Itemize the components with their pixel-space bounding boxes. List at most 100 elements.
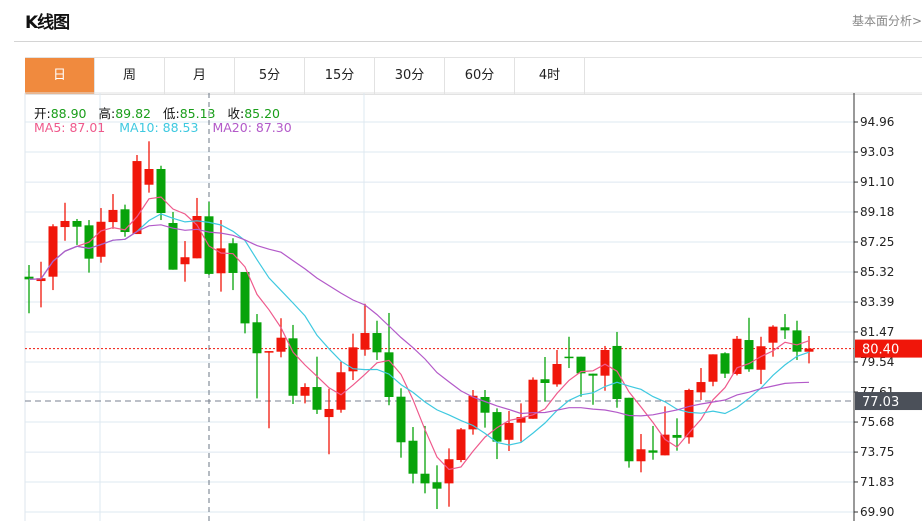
candle-body — [468, 395, 478, 430]
ma-readout: MA5: 87.01 MA10: 88.53 MA20: 87.30 — [34, 120, 302, 135]
candle — [792, 320, 802, 360]
candle — [336, 361, 346, 413]
ma20-value: MA20: 87.30 — [212, 120, 292, 135]
candle-body — [648, 450, 658, 453]
candle — [732, 335, 742, 376]
candle-body — [264, 351, 274, 353]
tab-4hour[interactable]: 4时 — [515, 58, 585, 94]
candle — [216, 220, 226, 292]
candle-body — [624, 397, 634, 462]
open-label: 开: — [34, 106, 51, 121]
candle — [252, 314, 262, 399]
candle — [240, 272, 250, 334]
candle-body — [732, 338, 742, 374]
candle-body — [480, 396, 490, 413]
tab-15min[interactable]: 15分 — [305, 58, 375, 94]
tab-day[interactable]: 日 — [25, 58, 95, 94]
y-tick-label: 85.32 — [860, 265, 894, 279]
y-tick-label: 89.18 — [860, 205, 894, 219]
candle-body — [528, 379, 538, 419]
candle — [744, 317, 754, 372]
candle — [108, 194, 118, 229]
candle — [204, 201, 214, 275]
fundamental-analysis-link[interactable]: 基本面分析> — [851, 14, 922, 28]
candle-body — [108, 209, 118, 223]
candle-body — [336, 372, 346, 410]
candle-body — [396, 396, 406, 443]
candle — [72, 218, 82, 245]
tab-60min[interactable]: 60分 — [445, 58, 515, 94]
y-tick-label: 87.25 — [860, 235, 894, 249]
candle-body — [300, 387, 310, 396]
candle — [444, 448, 454, 507]
candle — [552, 349, 562, 387]
candle-body — [588, 373, 598, 376]
candle — [720, 352, 730, 379]
candle — [684, 388, 694, 444]
candle — [408, 427, 418, 484]
ma20-line — [28, 224, 810, 417]
y-tick-label: 71.83 — [860, 475, 894, 489]
tab-5min[interactable]: 5分 — [235, 58, 305, 94]
candle — [624, 397, 634, 468]
candle-body — [540, 379, 550, 383]
candle — [480, 389, 490, 428]
candle-body — [804, 348, 814, 352]
candle — [180, 241, 190, 282]
candle-body — [144, 168, 154, 185]
high-label: 高: — [98, 106, 116, 121]
candle — [660, 406, 670, 456]
candle-body — [564, 356, 574, 359]
candle — [312, 356, 322, 414]
y-tick-label: 79.54 — [860, 355, 894, 369]
candle — [528, 377, 538, 419]
ma10-value: MA10: 88.53 — [119, 120, 199, 135]
close-label: 收: — [227, 106, 245, 121]
candle-body — [780, 327, 790, 331]
candle — [420, 425, 430, 494]
y-tick-label: 93.03 — [860, 145, 894, 159]
candle — [756, 336, 766, 385]
candle-body — [636, 449, 646, 462]
candle-body — [456, 429, 466, 461]
marker-price-label: 77.03 — [862, 395, 899, 410]
y-tick-label: 75.68 — [860, 415, 894, 429]
candle — [456, 427, 466, 463]
candle — [264, 351, 274, 429]
candle-body — [744, 340, 754, 370]
candle — [348, 333, 358, 381]
candle-body — [600, 349, 610, 376]
candle — [156, 165, 166, 221]
candle-body — [132, 161, 142, 235]
candle-body — [612, 345, 622, 400]
candle — [696, 368, 706, 400]
candle — [600, 345, 610, 391]
y-tick-label: 91.10 — [860, 175, 894, 189]
candle-body — [660, 434, 670, 456]
y-tick-label: 69.90 — [860, 505, 894, 519]
candle-body — [504, 422, 514, 440]
tab-month[interactable]: 月 — [165, 58, 235, 94]
candle — [492, 408, 502, 460]
low-value: 85.13 — [179, 106, 216, 121]
candle-body — [444, 459, 454, 484]
candle — [276, 318, 286, 358]
candle — [780, 314, 790, 339]
tab-30min[interactable]: 30分 — [375, 58, 445, 94]
y-tick-label: 94.96 — [860, 115, 894, 129]
candle — [672, 418, 682, 451]
candle-body — [768, 326, 778, 343]
candle — [708, 354, 718, 387]
last-price-box — [855, 339, 922, 358]
y-tick-label: 73.75 — [860, 445, 894, 459]
candle-body — [252, 322, 262, 354]
candle — [324, 388, 334, 455]
candle — [24, 265, 34, 314]
candle-body — [348, 347, 358, 372]
tab-week[interactable]: 周 — [95, 58, 165, 94]
candle-body — [120, 209, 130, 233]
candle — [120, 204, 130, 237]
candle-body — [432, 482, 442, 489]
candle-body — [228, 243, 238, 273]
